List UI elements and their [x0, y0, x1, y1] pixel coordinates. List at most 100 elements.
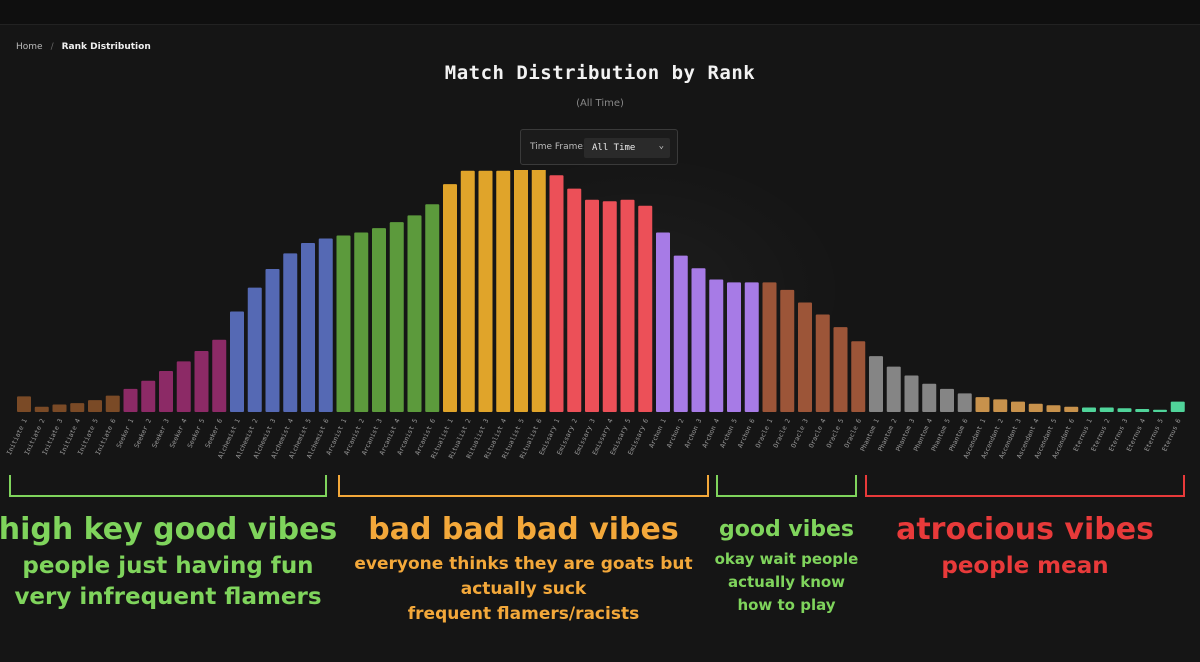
annotation-subtext: actually suck [460, 579, 587, 599]
bar-alchemist-4[interactable] [283, 253, 298, 412]
bar-emissary-4[interactable] [602, 201, 617, 412]
page-title: Match Distribution by Rank [444, 62, 756, 84]
bar-seeker-2[interactable] [141, 380, 156, 412]
breadcrumb: Home / Rank Distribution [16, 42, 151, 52]
bar-oracle-1[interactable] [762, 282, 777, 412]
bar-archon-4[interactable] [709, 279, 724, 412]
bar-ritualist-3[interactable] [478, 170, 493, 412]
bar-oracle-4[interactable] [815, 314, 830, 412]
bar-ascendant-2[interactable] [993, 399, 1008, 412]
bracket-bad-bad-bad-vibes [338, 475, 709, 497]
bar-archon-2[interactable] [673, 255, 688, 412]
bar-seeker-1[interactable] [123, 388, 138, 412]
bar-ritualist-1[interactable] [443, 184, 457, 412]
bar-ritualist-6[interactable] [531, 170, 546, 412]
bar-emissary-6[interactable] [638, 205, 653, 412]
top-bar [0, 0, 1200, 25]
bar-eternus-6[interactable] [1170, 401, 1185, 412]
bar-ascendant-1[interactable] [975, 397, 990, 412]
bar-arcanist-1[interactable] [336, 235, 351, 412]
annotation-subtext: okay wait people [714, 550, 859, 568]
time-frame-select[interactable]: All Time ⌄ [584, 138, 670, 158]
bar-phantom-1[interactable] [869, 356, 883, 412]
time-frame-control: Time Frame: All Time ⌄ [520, 129, 678, 165]
bar-phantom-2[interactable] [886, 366, 901, 412]
bar-archon-1[interactable] [656, 232, 670, 412]
bar-archon-3[interactable] [691, 268, 706, 412]
bar-emissary-5[interactable] [620, 199, 635, 412]
bar-seeker-6[interactable] [212, 339, 227, 412]
bar-eternus-2[interactable] [1099, 407, 1114, 412]
bar-initiate-4[interactable] [70, 403, 85, 412]
chevron-down-icon: ⌄ [658, 141, 664, 151]
bar-initiate-3[interactable] [52, 404, 67, 412]
bar-eternus-5[interactable] [1153, 409, 1167, 412]
bar-emissary-3[interactable] [585, 199, 599, 412]
bar-ritualist-5[interactable] [514, 170, 528, 412]
bar-ascendant-6[interactable] [1064, 406, 1079, 412]
bar-emissary-1[interactable] [549, 175, 564, 412]
annotation-atrocious-vibes: atrocious vibes people mean [845, 512, 1200, 582]
bar-arcanist-4[interactable] [389, 222, 404, 412]
annotation-title: atrocious vibes [896, 512, 1154, 547]
bar-seeker-3[interactable] [159, 371, 173, 412]
breadcrumb-current: Rank Distribution [61, 42, 151, 52]
bar-arcanist-5[interactable] [407, 215, 422, 412]
bar-ritualist-4[interactable] [496, 170, 511, 412]
breadcrumb-separator: / [50, 42, 54, 52]
bracket-good-vibes [716, 475, 857, 497]
bracket-atrocious-vibes [865, 475, 1185, 497]
bar-phantom-3[interactable] [904, 375, 919, 412]
bar-initiate-6[interactable] [105, 395, 120, 412]
bar-ritualist-2[interactable] [460, 170, 475, 412]
bar-eternus-3[interactable] [1117, 408, 1132, 412]
annotation-subtext: people mean [941, 553, 1109, 579]
annotation-title: good vibes [718, 517, 855, 542]
annotation-subtext: very infrequent flamers [14, 584, 322, 610]
bar-oracle-5[interactable] [833, 327, 848, 412]
bar-arcanist-3[interactable] [372, 228, 386, 412]
annotation-subtext: everyone thinks they are goats but [354, 554, 693, 574]
bar-initiate-1[interactable] [17, 396, 31, 412]
bar-arcanist-6[interactable] [425, 204, 440, 412]
bar-archon-6[interactable] [744, 282, 759, 412]
bar-phantom-6[interactable] [957, 393, 972, 412]
annotation-subtext: how to play [737, 596, 836, 614]
annotation-subtext: people just having fun [22, 553, 314, 579]
annotation-subtext: actually know [727, 573, 846, 591]
bar-alchemist-2[interactable] [247, 287, 262, 412]
bar-emissary-2[interactable] [567, 188, 582, 412]
bar-ascendant-5[interactable] [1046, 405, 1061, 412]
bar-eternus-1[interactable] [1082, 407, 1096, 412]
annotation-subtext: frequent flamers/racists [407, 604, 640, 624]
bar-ascendant-4[interactable] [1028, 403, 1043, 412]
annotation-good-vibes: good vibes okay wait people actually know h… [696, 516, 877, 617]
page-subtitle: (All Time) [576, 98, 624, 109]
bar-initiate-5[interactable] [88, 400, 102, 412]
bar-seeker-5[interactable] [194, 350, 209, 412]
annotation-bad-bad-bad-vibes: bad bad bad vibes everyone thinks they ar… [318, 512, 729, 627]
bar-seeker-4[interactable] [176, 361, 191, 412]
bar-oracle-3[interactable] [798, 302, 812, 412]
bar-phantom-4[interactable] [922, 383, 937, 412]
breadcrumb-home-link[interactable]: Home [16, 42, 43, 52]
bar-alchemist-1[interactable] [230, 311, 244, 412]
bar-oracle-2[interactable] [780, 289, 795, 412]
annotation-title: bad bad bad vibes [368, 512, 679, 547]
bar-arcanist-2[interactable] [354, 232, 369, 412]
bar-alchemist-5[interactable] [301, 242, 315, 412]
bar-ascendant-3[interactable] [1011, 401, 1025, 412]
bar-oracle-6[interactable] [851, 341, 866, 412]
annotation-title: high key good vibes [0, 512, 338, 547]
time-frame-selected-value: All Time [592, 143, 636, 153]
bar-initiate-2[interactable] [34, 406, 49, 412]
time-frame-label: Time Frame: [530, 142, 586, 152]
bar-phantom-5[interactable] [940, 388, 954, 412]
bar-alchemist-3[interactable] [265, 269, 280, 412]
bracket-high-key-good-vibes [9, 475, 327, 497]
annotation-high-key-good-vibes: high key good vibes people just having fu… [0, 512, 347, 613]
bar-eternus-4[interactable] [1135, 409, 1150, 412]
bar-archon-5[interactable] [727, 282, 741, 412]
bar-alchemist-6[interactable] [318, 238, 333, 412]
